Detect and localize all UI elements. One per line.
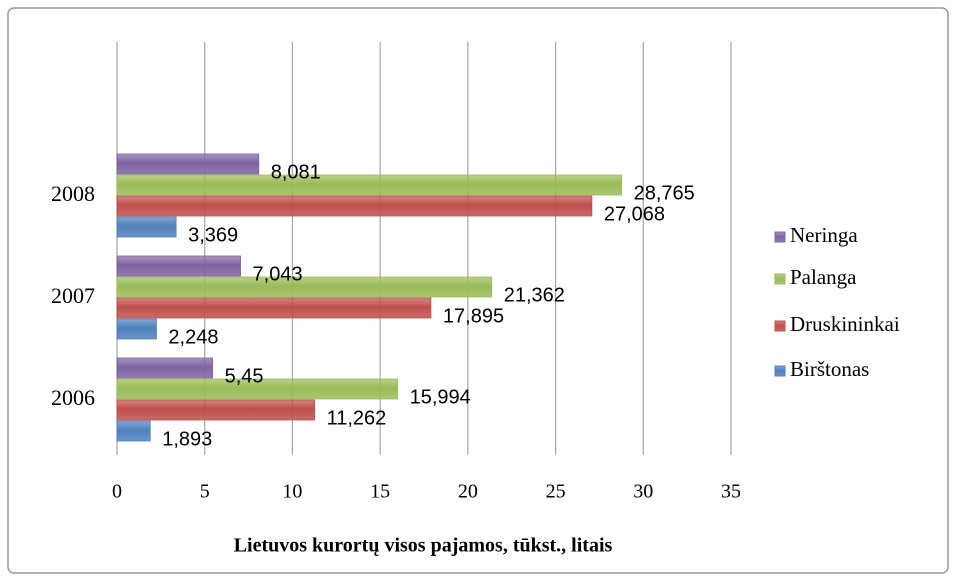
y-tick-label: 2007: [51, 283, 95, 308]
x-tick-label: 15: [370, 481, 390, 503]
x-tick-label: 5: [200, 481, 210, 503]
data-label: 27,068: [604, 203, 665, 225]
data-label: 1,893: [162, 428, 212, 450]
data-label: 17,895: [443, 305, 504, 327]
bar: [116, 255, 241, 277]
data-label: 15,994: [410, 386, 471, 408]
data-label: 3,369: [188, 224, 238, 246]
data-label: 7,043: [253, 263, 303, 285]
x-tick-label: 0: [112, 481, 122, 503]
legend-swatch: [774, 231, 786, 243]
bar: [116, 276, 493, 298]
data-label: 5,45: [225, 365, 264, 387]
x-tick-label: 30: [633, 481, 653, 503]
legend-swatch: [774, 273, 786, 285]
x-tick-label: 25: [546, 481, 566, 503]
bar: [116, 297, 432, 319]
x-tick-label: 10: [282, 481, 302, 503]
y-tick-label: 2006: [51, 385, 95, 410]
legend-label: Palanga: [790, 265, 857, 289]
bar: [116, 318, 157, 340]
bar: [116, 420, 151, 442]
x-tick-label: 35: [721, 481, 741, 503]
bar: [116, 195, 593, 217]
bar: [116, 153, 260, 175]
bar: [116, 216, 177, 238]
data-label: 21,362: [504, 284, 565, 306]
bar: [116, 357, 214, 379]
legend-label: Birštonas: [790, 357, 869, 381]
legend-swatch: [774, 320, 786, 332]
data-label: 11,262: [327, 407, 387, 429]
legend-label: Neringa: [790, 223, 858, 247]
data-label: 2,248: [168, 326, 218, 348]
data-label: 28,765: [634, 182, 695, 204]
bar: [116, 399, 315, 421]
legend-swatch: [774, 365, 786, 377]
legend-label: Druskininkai: [790, 312, 900, 336]
y-tick-label: 2008: [51, 181, 95, 206]
x-tick-label: 20: [458, 481, 478, 503]
frame: [7, 7, 949, 574]
bar: [116, 378, 398, 400]
bar: [116, 174, 623, 196]
data-label: 8,081: [271, 161, 321, 183]
x-axis-title: Lietuvos kurortų visos pajamos, tūkst., …: [234, 535, 613, 557]
